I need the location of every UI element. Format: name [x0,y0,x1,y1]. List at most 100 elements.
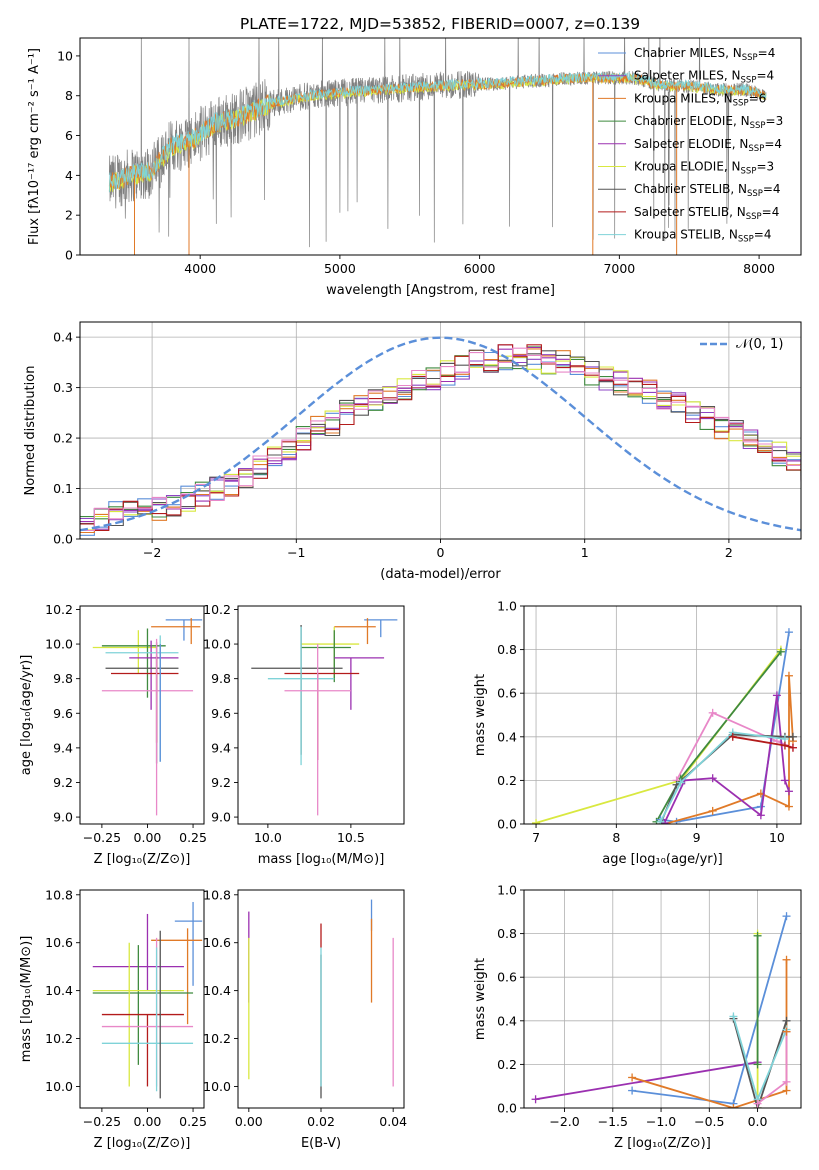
y-tick-label: 10.0 [45,1079,73,1094]
x-tick-label: 0 [437,545,445,560]
y-tick-label: 0.6 [497,970,517,985]
legend-value: =4 [763,182,781,196]
legend-entry: Salpeter STELIB, NSSP=4 [634,205,779,222]
y-axis-label: age [log₁₀(age/yr)] [19,655,34,776]
y-tick-label: 1.0 [497,599,517,614]
legend-value: =6 [749,91,767,105]
plot-area [108,38,767,255]
panel-weight_vs_age: 7 8 9 10 0.0 0.2 0.4 0.6 0.8 1.0 age [log₁₀(age/yr… [473,599,802,867]
y-tick-label: 6 [65,128,73,143]
x-axis-label: E(B-V) [301,1136,341,1151]
y-tick-label: 9.6 [53,706,73,721]
x-tick-label: −2 [143,545,161,560]
legend-text: Salpeter ELODIE, N [634,137,748,151]
y-tick-label: 0.1 [53,481,73,496]
y-tick-label: 0.4 [497,1013,517,1028]
y-tick-label: 0.0 [497,817,517,832]
legend-text: Salpeter MILES, N [634,69,741,83]
y-tick-label: 10.2 [45,1031,73,1046]
legend-subscript: SSP [748,144,764,154]
histogram-step [80,348,801,534]
x-tick-label: 0.00 [134,830,162,845]
x-tick-label: 7000 [603,261,635,276]
axes-frame [79,889,205,1109]
plot-area [92,901,203,1099]
y-tick-label: 9.2 [211,775,231,790]
histogram-step [80,346,801,523]
y-tick-label: 10.6 [203,935,231,950]
legend-value: =3 [756,160,774,174]
x-tick-label: 8000 [743,261,775,276]
axes-frame [79,605,205,825]
x-tick-label: 6000 [464,261,496,276]
y-tick-label: 10.2 [203,1031,231,1046]
data-spectrum-line [108,38,767,248]
series-line [732,1018,788,1108]
x-tick-label: 0.25 [179,830,207,845]
x-tick-label: 0.0 [748,1114,768,1129]
y-tick-label: 8 [65,88,73,103]
legend-text: Chabrier ELODIE, N [634,114,750,128]
x-axis-label: (data-model)/error [380,567,501,582]
x-axis-label: mass [log₁₀(M/M⊙)] [258,852,385,867]
legend-subscript: SSP [741,76,757,86]
x-tick-label: −0.25 [83,830,121,845]
legend-entry: Kroupa STELIB, NSSP=4 [634,228,772,245]
y-tick-label: 0.0 [497,1101,517,1116]
legend-entry: 𝒩(0, 1) [736,337,783,352]
x-tick-label: 4000 [184,261,216,276]
x-tick-label: 1 [581,545,589,560]
series-line [659,731,786,823]
legend-value: =4 [762,205,780,219]
x-axis-label: age [log₁₀(age/yr)] [602,852,723,867]
legend-subscript: SSP [746,212,762,222]
y-tick-label: 4 [65,168,73,183]
x-tick-label: 7 [532,830,540,845]
y-tick-label: 0 [65,248,73,263]
histogram-step [80,349,801,527]
legend-entry: Kroupa MILES, NSSP=6 [634,91,766,108]
x-axis-label: Z [log₁₀(Z/Z⊙)] [94,1136,191,1151]
y-tick-label: 9.6 [211,706,231,721]
x-tick-label: −1.5 [598,1114,628,1129]
legend-subscript: SSP [733,98,749,108]
x-tick-label: −0.5 [694,1114,724,1129]
y-tick-label: 0.2 [53,431,73,446]
x-tick-label: 10 [769,830,785,845]
series-line [535,1061,758,1101]
y-tick-label: 10.0 [203,637,231,652]
panel-mass_vs_EBV: 0.00 0.02 0.04 10.0 10.2 10.4 10.6 10.8 E(B-V) [203,887,407,1151]
y-tick-label: 0.8 [497,642,517,657]
series-line [660,632,790,823]
x-axis-label: Z [log₁₀(Z/Z⊙)] [94,852,191,867]
y-tick-label: 0.4 [53,330,73,345]
y-tick-label: 2 [65,208,73,223]
plot-area [248,899,394,1099]
legend-subscript: SSP [741,167,757,177]
legend-entry: Kroupa ELODIE, NSSP=3 [634,160,774,177]
x-tick-label: 10.0 [254,830,282,845]
x-axis-label: Z [log₁₀(Z/Z⊙)] [614,1136,711,1151]
y-tick-label: 0.6 [497,686,517,701]
y-tick-label: 10.4 [45,983,73,998]
y-tick-label: 9.0 [211,810,231,825]
legend-value: =4 [764,137,782,151]
x-tick-label: 9 [693,830,701,845]
legend-value: =4 [754,228,772,242]
y-tick-label: 0.2 [497,773,517,788]
y-tick-label: 0.3 [53,380,73,395]
y-tick-label: 10.8 [45,887,73,902]
legend-subscript: SSP [747,189,763,199]
x-tick-label: 2 [725,545,733,560]
x-tick-label: −2.0 [549,1114,579,1129]
legend-value: =4 [756,69,774,83]
y-tick-label: 10.6 [45,935,73,950]
y-axis-label: Normed distribution [23,366,38,496]
x-tick-label: 5000 [324,261,356,276]
legend-subscript: SSP [750,121,766,131]
y-tick-label: 10.8 [203,887,231,902]
y-tick-label: 9.8 [53,671,73,686]
x-tick-label: 0.25 [179,1114,207,1129]
axes-frame [237,605,405,825]
